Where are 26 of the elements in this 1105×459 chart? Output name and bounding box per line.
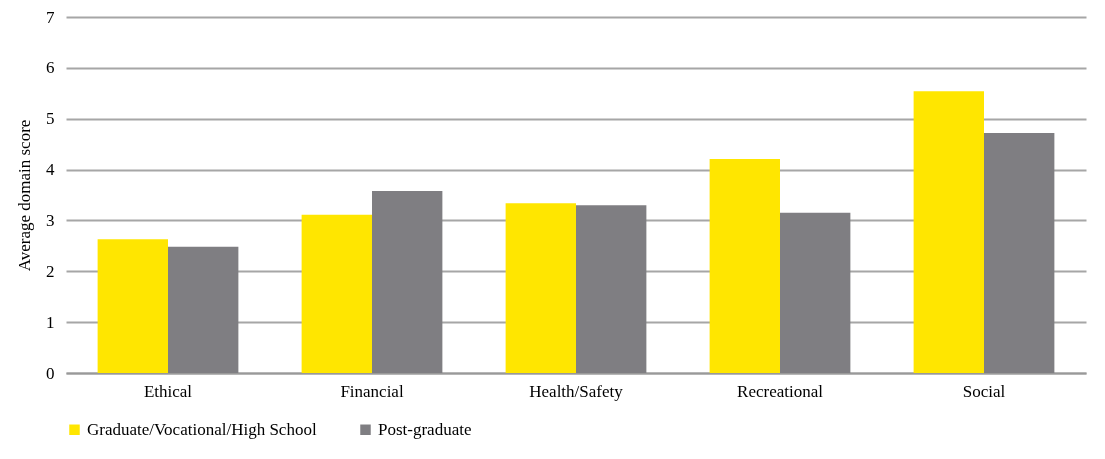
- y-tick-label: 7: [46, 7, 55, 27]
- bar: [372, 190, 443, 373]
- x-tick-label: Ethical: [143, 381, 193, 401]
- bar: [780, 212, 851, 373]
- bar: [709, 158, 780, 373]
- x-tick-label: Social: [962, 381, 1006, 401]
- y-tick-label: 4: [46, 160, 55, 180]
- bar: [576, 205, 647, 373]
- legend-label: Post-graduate: [378, 419, 472, 439]
- y-tick-label: 5: [46, 109, 55, 129]
- bar: [301, 214, 372, 373]
- y-tick-label: 6: [46, 58, 55, 78]
- bar: [168, 246, 239, 373]
- y-tick-label: 1: [46, 312, 55, 332]
- y-tick-label: 2: [46, 261, 55, 281]
- y-tick-label: 3: [46, 210, 55, 230]
- bar: [97, 239, 168, 373]
- x-tick-label: Financial: [340, 381, 404, 401]
- bar: [913, 91, 984, 373]
- x-tick-label: Health/Safety: [529, 381, 624, 401]
- x-tick-label: Recreational: [737, 381, 824, 401]
- y-tick-label: 0: [46, 363, 55, 383]
- bar: [505, 203, 576, 373]
- legend-label: Graduate/Vocational/High School: [87, 419, 317, 439]
- y-axis-title: Average domain score: [15, 119, 34, 272]
- bar: [984, 132, 1055, 373]
